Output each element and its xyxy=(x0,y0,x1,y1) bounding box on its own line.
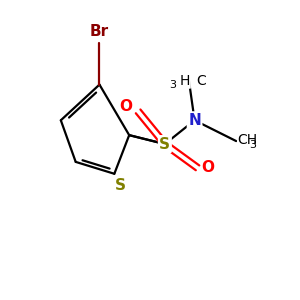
Text: O: O xyxy=(120,99,133,114)
Text: H: H xyxy=(180,74,190,88)
Text: C: C xyxy=(196,74,206,88)
Text: O: O xyxy=(202,160,214,175)
Text: S: S xyxy=(115,178,126,193)
Text: N: N xyxy=(188,113,201,128)
Text: 3: 3 xyxy=(250,140,256,150)
Text: CH: CH xyxy=(238,133,258,147)
Text: S: S xyxy=(159,136,170,152)
Text: Br: Br xyxy=(90,24,109,39)
Text: 3: 3 xyxy=(169,80,176,90)
